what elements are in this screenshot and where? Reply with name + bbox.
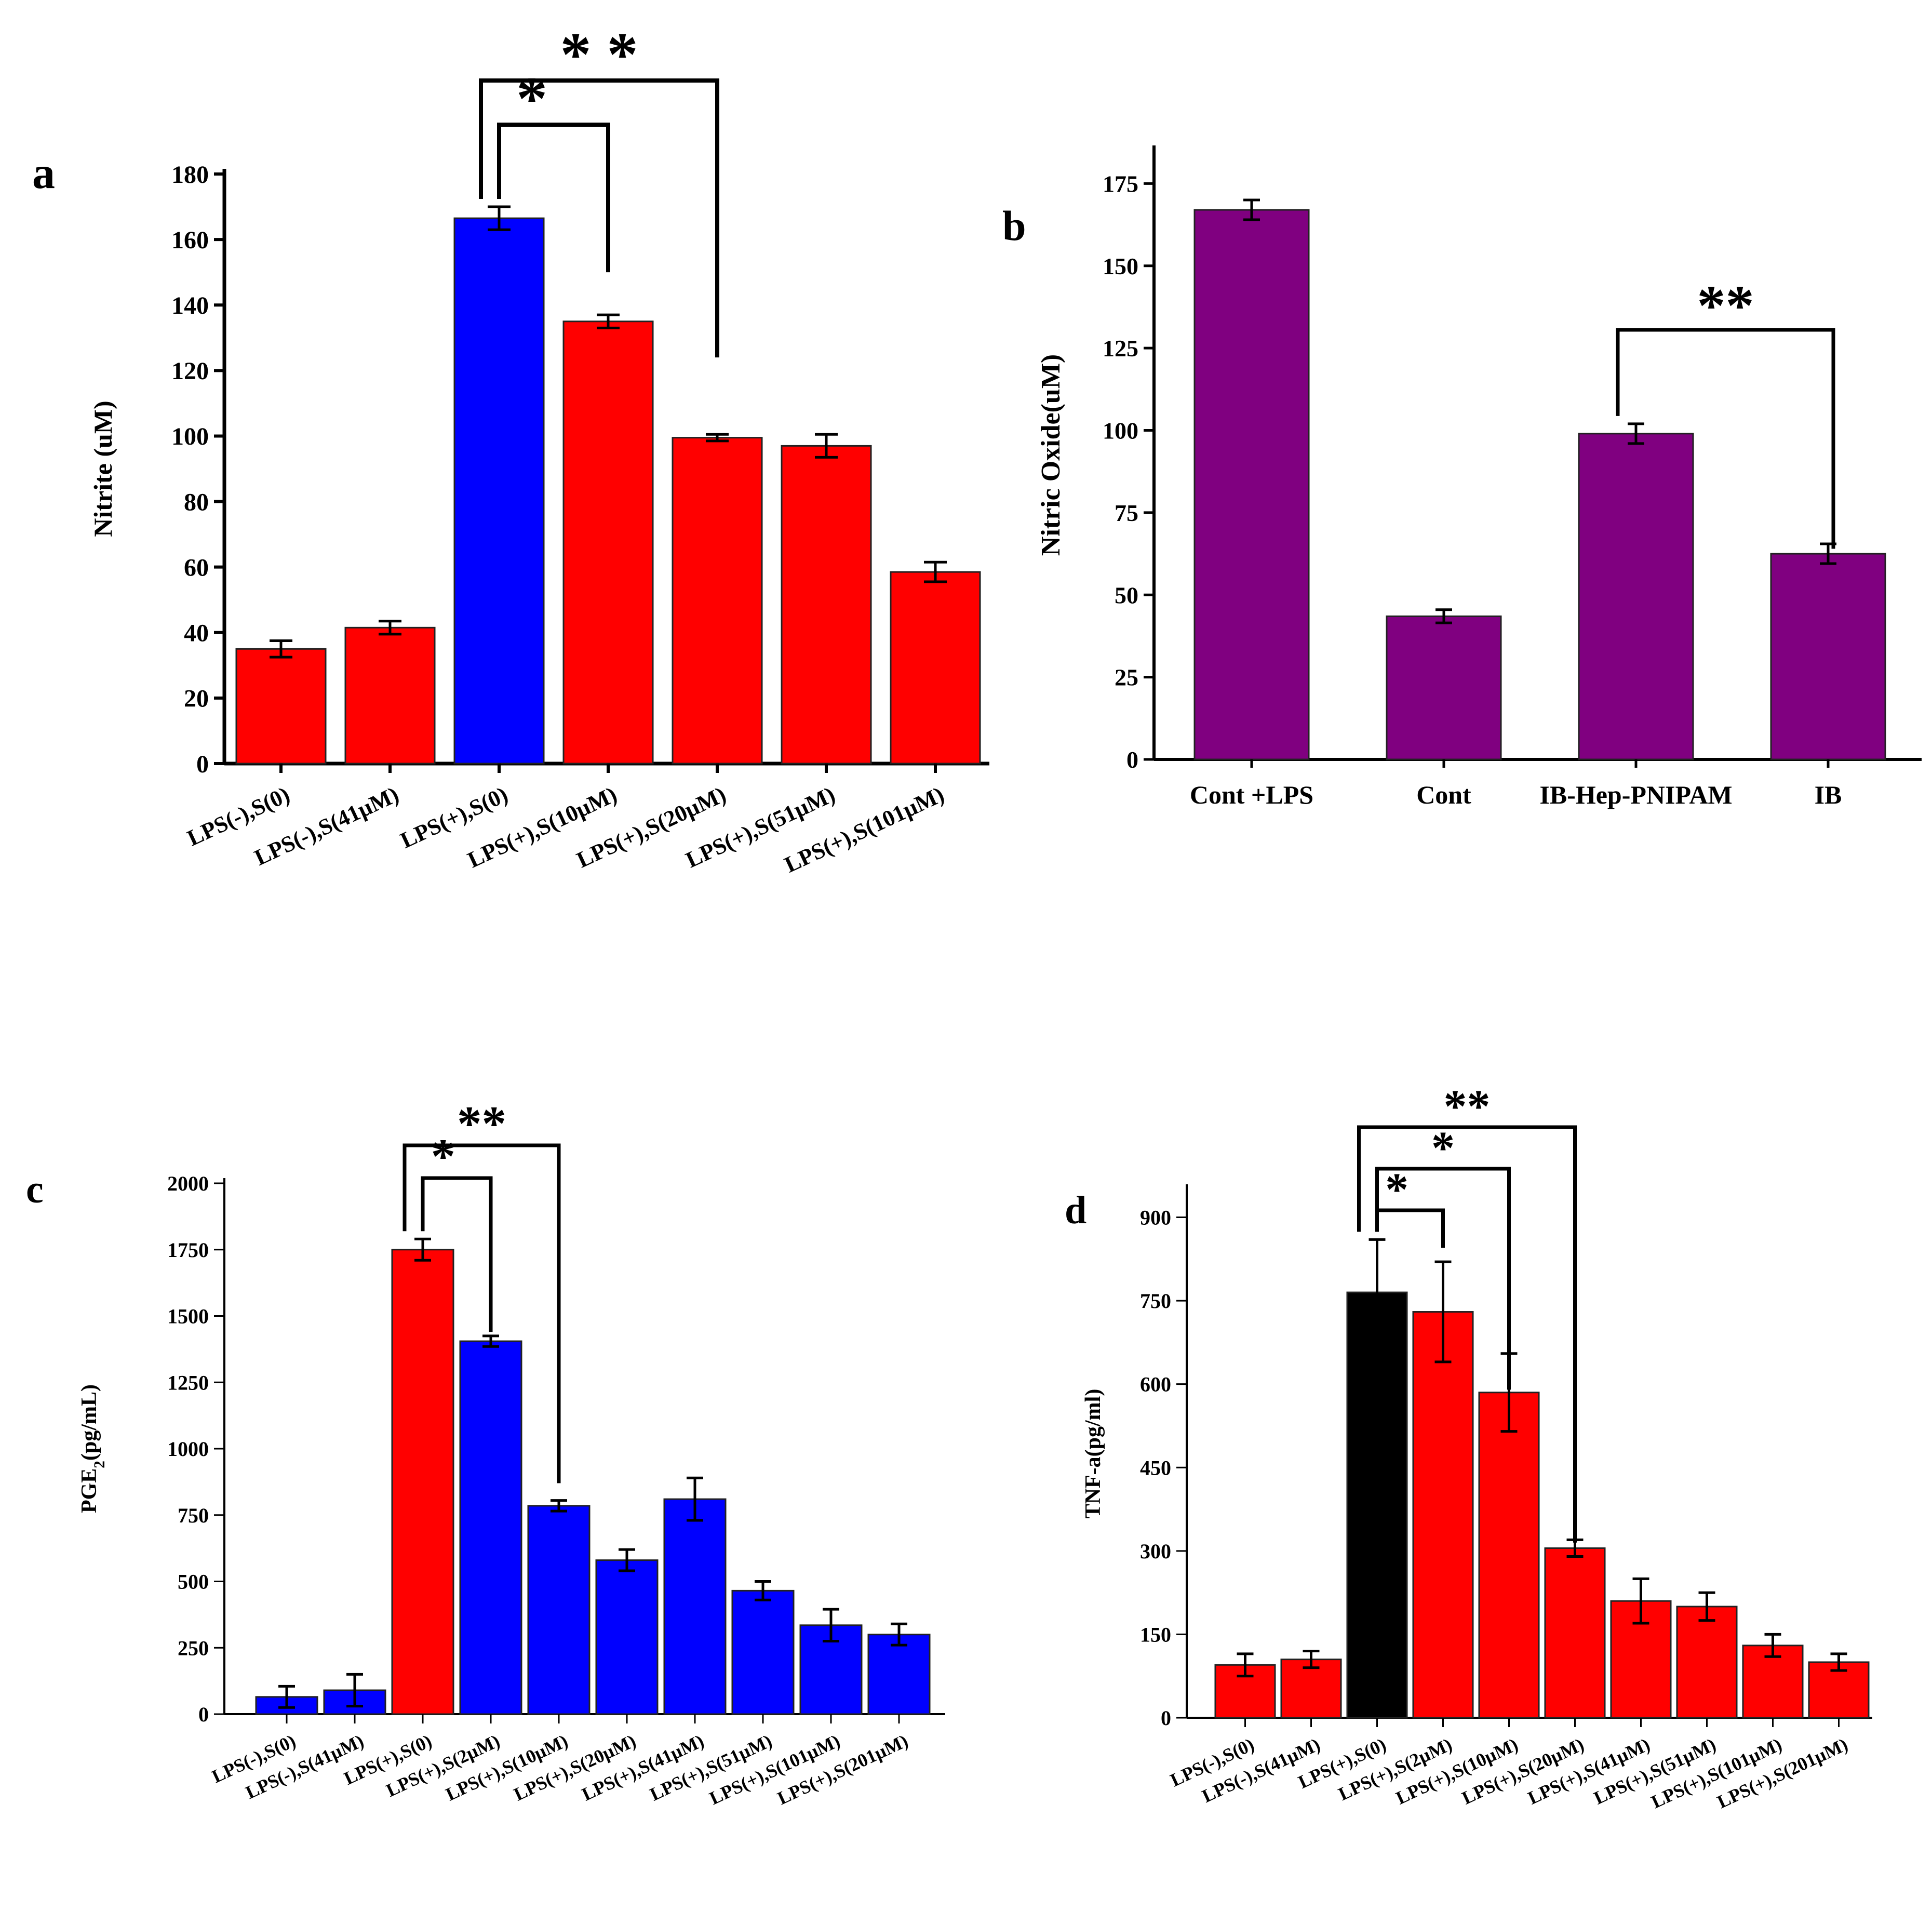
significance-label: * * — [560, 20, 638, 89]
bar — [1478, 1392, 1540, 1719]
y-tick-label: 500 — [178, 1570, 209, 1594]
bar — [1346, 1291, 1408, 1719]
bar — [1676, 1606, 1738, 1719]
bar — [1578, 433, 1694, 760]
bar — [1386, 615, 1502, 760]
y-tick-label: 1250 — [167, 1371, 209, 1394]
bar — [344, 626, 436, 765]
y-tick-label: 0 — [1126, 746, 1138, 773]
bar — [1544, 1547, 1606, 1719]
y-tick-label: 1500 — [167, 1305, 209, 1328]
x-category-label: LPS(+),S(2µM) — [383, 1730, 503, 1801]
y-tick-label: 40 — [184, 620, 209, 647]
y-tick-label: 1750 — [167, 1238, 209, 1262]
y-tick-label: 80 — [184, 488, 209, 516]
significance-bracket — [1375, 1167, 1511, 1390]
y-tick-label: 125 — [1103, 335, 1138, 362]
y-axis-title: PGE2(pg/mL) — [77, 1384, 108, 1513]
significance-bracket — [497, 123, 610, 273]
x-category-label: IB-Hep-PNIPAM — [1539, 780, 1732, 809]
significance-label: ** — [457, 1096, 506, 1151]
y-axis-title: TNF-a(pg/ml) — [1081, 1389, 1105, 1519]
bar — [890, 571, 981, 765]
significance-label: * — [431, 1129, 456, 1184]
bar — [1412, 1311, 1474, 1719]
y-tick-label: 100 — [171, 423, 209, 450]
y-tick-label: 25 — [1115, 664, 1138, 691]
panel-letter-b: b — [1002, 202, 1026, 249]
y-tick-label: 2000 — [167, 1172, 209, 1195]
significance-bracket — [1375, 1208, 1445, 1248]
y-tick-label: 75 — [1115, 500, 1138, 526]
bar — [1770, 553, 1886, 760]
bar — [235, 648, 327, 765]
y-tick-label: 250 — [178, 1636, 209, 1660]
y-tick-label: 750 — [178, 1504, 209, 1527]
y-tick-label: 450 — [1140, 1456, 1171, 1479]
bar — [781, 445, 872, 765]
bar — [391, 1249, 454, 1715]
significance-bracket — [1357, 1125, 1577, 1543]
y-tick-label: 0 — [198, 1703, 209, 1726]
significance-bracket — [479, 78, 719, 358]
bar — [1280, 1659, 1342, 1719]
significance-label: * — [1385, 1164, 1408, 1215]
y-axis-title: Nitrite (uM) — [88, 400, 117, 537]
y-tick-label: 0 — [196, 751, 209, 778]
bar — [1193, 209, 1310, 760]
x-category-label: IB — [1815, 780, 1842, 809]
y-tick-label: 180 — [171, 161, 209, 189]
y-tick-label: 900 — [1140, 1206, 1171, 1230]
bar — [562, 320, 654, 765]
y-tick-label: 600 — [1140, 1373, 1171, 1396]
bar — [867, 1634, 931, 1715]
y-tick-label: 100 — [1103, 418, 1138, 444]
y-axis-title: Nitric Oxide(uM) — [1036, 354, 1066, 556]
y-tick-label: 150 — [1103, 253, 1138, 279]
y-tick-label: 50 — [1115, 582, 1138, 608]
bar — [731, 1589, 795, 1715]
y-tick-label: 0 — [1161, 1706, 1171, 1730]
y-tick-label: 175 — [1103, 170, 1138, 197]
y-tick-label: 1000 — [167, 1437, 209, 1461]
bar — [527, 1505, 591, 1715]
significance-label: ** — [1697, 274, 1754, 337]
y-tick-label: 750 — [1140, 1289, 1171, 1313]
y-tick-label: 120 — [171, 357, 209, 385]
bar — [595, 1559, 659, 1715]
y-tick-label: 160 — [171, 226, 209, 254]
panel-letter-a: a — [32, 148, 55, 198]
bar — [459, 1340, 522, 1715]
chart-panel-d: 0150300450600750900TNF-a(pg/ml)LPS(-),S(… — [1081, 1081, 1872, 1812]
significance-bracket — [403, 1143, 561, 1484]
significance-bracket — [421, 1176, 493, 1332]
significance-label: ** — [1444, 1081, 1491, 1132]
significance-label: * — [516, 64, 547, 133]
x-category-label: Cont — [1416, 780, 1471, 809]
y-tick-label: 20 — [184, 685, 209, 713]
significance-label: * — [1431, 1122, 1455, 1174]
y-tick-label: 140 — [171, 292, 209, 319]
significance-bracket — [1616, 328, 1835, 549]
y-tick-label: 300 — [1140, 1540, 1171, 1563]
y-tick-label: 150 — [1140, 1623, 1171, 1646]
bar — [663, 1498, 727, 1715]
bar — [672, 437, 763, 765]
panel-letter-c: c — [26, 1168, 44, 1211]
x-category-label: Cont +LPS — [1190, 780, 1313, 809]
chart-panel-b: 0 25 50 75 100 125 150 175 Nitric Oxide(uM) Cont … — [1036, 145, 1922, 809]
chart-panel-c: 0 250 500 750 1000 1250 1500 1750 2000 PGE2(pg/mL… — [77, 1096, 945, 1809]
y-tick-label: 60 — [184, 554, 209, 581]
bar — [453, 217, 545, 765]
panel-letter-d: d — [1065, 1188, 1086, 1232]
